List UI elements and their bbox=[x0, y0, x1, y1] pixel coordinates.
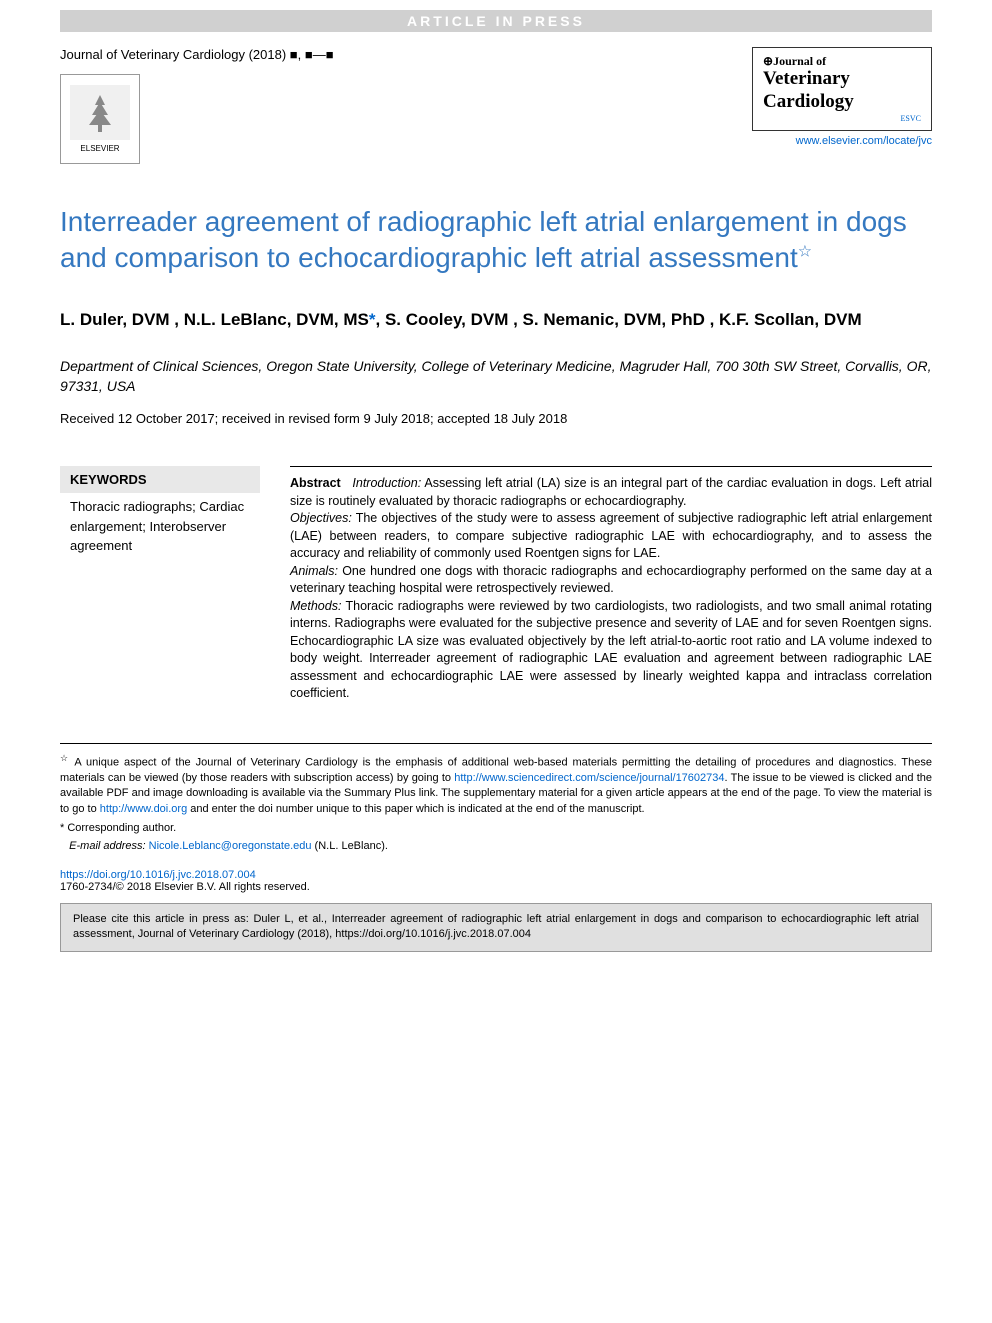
citation-line: Journal of Veterinary Cardiology (2018) … bbox=[60, 47, 334, 62]
article-title: Interreader agreement of radiographic le… bbox=[60, 204, 932, 277]
citation-box: Please cite this article in press as: Du… bbox=[60, 903, 932, 952]
journal-subtitle: ESVC bbox=[763, 114, 921, 124]
email-line: E-mail address: Nicole.Leblanc@oregonsta… bbox=[60, 839, 932, 854]
article-dates: Received 12 October 2017; received in re… bbox=[60, 411, 932, 426]
email-link[interactable]: Nicole.Leblanc@oregonstate.edu bbox=[149, 840, 312, 852]
author-1: L. Duler, DVM , N.L. LeBlanc, DVM, MS bbox=[60, 310, 369, 329]
email-label: E-mail address: bbox=[69, 840, 145, 852]
methods-text: Thoracic radiographs were reviewed by tw… bbox=[290, 599, 932, 701]
corresponding-author-note: * Corresponding author. bbox=[60, 821, 932, 836]
obj-text: The objectives of the study were to asse… bbox=[290, 511, 932, 560]
journal-title-box: ⊕Journal of Veterinary Cardiology ESVC bbox=[752, 47, 932, 131]
copyright-line: 1760-2734/© 2018 Elsevier B.V. All right… bbox=[60, 881, 932, 893]
header-left: Journal of Veterinary Cardiology (2018) … bbox=[60, 47, 334, 164]
footnote-link-1[interactable]: http://www.sciencedirect.com/science/jou… bbox=[454, 772, 724, 784]
abstract-box: Abstract Introduction: Assessing left at… bbox=[290, 466, 932, 703]
abstract-label: Abstract bbox=[290, 476, 341, 490]
animals-label: Animals: bbox=[290, 564, 338, 578]
footnote-star-icon: ☆ bbox=[60, 753, 70, 763]
elsevier-label: ELSEVIER bbox=[80, 144, 119, 153]
journal-line2: Veterinary bbox=[763, 68, 921, 91]
abstract-section: KEYWORDS Thoracic radiographs; Cardiac e… bbox=[60, 466, 932, 703]
keywords-box: KEYWORDS Thoracic radiographs; Cardiac e… bbox=[60, 466, 260, 703]
journal-box: ⊕Journal of Veterinary Cardiology ESVC w… bbox=[752, 47, 932, 147]
journal-prefix: ⊕Journal of bbox=[763, 54, 921, 68]
article-title-text: Interreader agreement of radiographic le… bbox=[60, 206, 907, 273]
doi-link[interactable]: https://doi.org/10.1016/j.jvc.2018.07.00… bbox=[60, 869, 932, 881]
elsevier-tree-icon bbox=[70, 85, 130, 140]
footnote-link-2[interactable]: http://www.doi.org bbox=[100, 803, 187, 815]
title-star-icon: ☆ bbox=[798, 244, 812, 261]
journal-url-link[interactable]: www.elsevier.com/locate/jvc bbox=[752, 135, 932, 147]
elsevier-logo: ELSEVIER bbox=[60, 74, 140, 164]
affiliation: Department of Clinical Sciences, Oregon … bbox=[60, 357, 932, 396]
main-content: Interreader agreement of radiographic le… bbox=[0, 174, 992, 723]
abstract-text: Abstract Introduction: Assessing left at… bbox=[290, 475, 932, 703]
authors-line: L. Duler, DVM , N.L. LeBlanc, DVM, MS*, … bbox=[60, 307, 932, 333]
email-author: (N.L. LeBlanc). bbox=[312, 840, 388, 852]
corresponding-asterisk[interactable]: * bbox=[369, 310, 376, 329]
animals-text: One hundred one dogs with thoracic radio… bbox=[290, 564, 932, 596]
methods-label: Methods: bbox=[290, 599, 341, 613]
author-rest: , S. Cooley, DVM , S. Nemanic, DVM, PhD … bbox=[376, 310, 862, 329]
star-footnote: ☆ A unique aspect of the Journal of Vete… bbox=[60, 752, 932, 817]
obj-label: Objectives: bbox=[290, 511, 352, 525]
keywords-content: Thoracic radiographs; Cardiac enlargemen… bbox=[60, 497, 260, 556]
intro-label: Introduction: bbox=[352, 476, 421, 490]
keywords-header: KEYWORDS bbox=[60, 466, 260, 493]
footnote-end-text: and enter the doi number unique to this … bbox=[187, 803, 644, 815]
header-row: Journal of Veterinary Cardiology (2018) … bbox=[0, 32, 992, 174]
journal-line3: Cardiology bbox=[763, 91, 921, 114]
article-in-press-banner: ARTICLE IN PRESS bbox=[60, 10, 932, 32]
footnote-section: ☆ A unique aspect of the Journal of Vete… bbox=[60, 743, 932, 854]
doi-section: https://doi.org/10.1016/j.jvc.2018.07.00… bbox=[60, 869, 932, 893]
